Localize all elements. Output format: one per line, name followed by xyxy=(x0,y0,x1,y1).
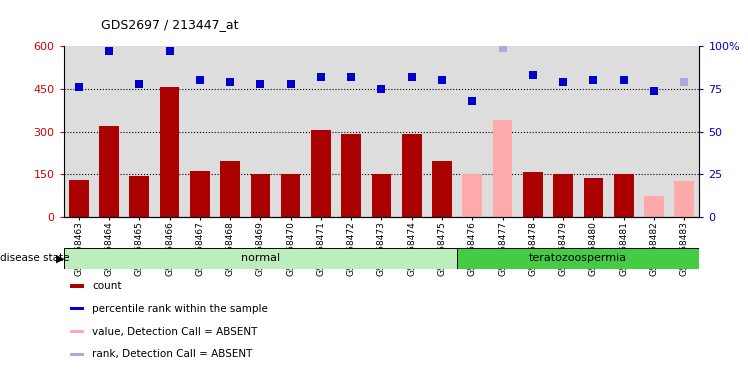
Text: rank, Detection Call = ABSENT: rank, Detection Call = ABSENT xyxy=(92,349,253,359)
Bar xyxy=(251,174,270,217)
Bar xyxy=(190,171,209,217)
Bar xyxy=(99,126,119,217)
Bar xyxy=(457,248,699,269)
Text: value, Detection Call = ABSENT: value, Detection Call = ABSENT xyxy=(92,327,257,337)
Text: ▶: ▶ xyxy=(56,253,64,263)
Bar xyxy=(129,175,149,217)
Bar xyxy=(675,180,694,217)
Bar xyxy=(341,134,361,217)
Bar xyxy=(280,174,301,217)
Bar xyxy=(432,161,452,217)
Bar xyxy=(614,174,634,217)
Bar xyxy=(70,353,84,356)
Text: percentile rank within the sample: percentile rank within the sample xyxy=(92,304,268,314)
Bar xyxy=(462,174,482,217)
Bar xyxy=(220,161,240,217)
Bar xyxy=(554,174,573,217)
Text: teratozoospermia: teratozoospermia xyxy=(530,253,628,263)
Bar xyxy=(523,172,543,217)
Bar xyxy=(372,174,391,217)
Text: GDS2697 / 213447_at: GDS2697 / 213447_at xyxy=(101,18,239,31)
Text: normal: normal xyxy=(241,253,280,263)
Bar xyxy=(583,178,603,217)
Bar xyxy=(70,330,84,333)
Bar xyxy=(493,120,512,217)
Bar xyxy=(311,130,331,217)
Text: disease state: disease state xyxy=(0,253,73,263)
Bar xyxy=(160,88,180,217)
Bar xyxy=(70,284,84,288)
Bar xyxy=(64,248,457,269)
Bar xyxy=(644,197,663,217)
Bar xyxy=(69,180,88,217)
Bar xyxy=(70,307,84,310)
Text: count: count xyxy=(92,281,122,291)
Bar xyxy=(402,134,422,217)
